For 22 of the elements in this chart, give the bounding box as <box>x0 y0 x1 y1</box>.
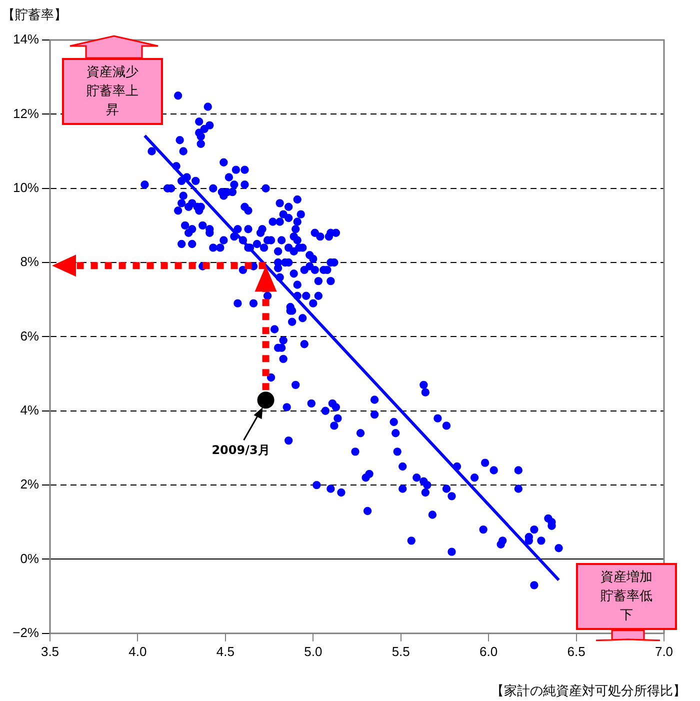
callout-box: 資産増加貯蓄率低下 <box>576 563 678 630</box>
annotation: 2009/3月 <box>212 442 270 460</box>
x-tick-label: 4.5 <box>216 644 234 659</box>
x-tick-label: 5.0 <box>304 644 322 659</box>
y-tick-label: 10% <box>12 180 40 195</box>
y-tick-label: 4% <box>20 402 40 418</box>
callout-box: 資産減少貯蓄率上昇 <box>62 58 164 125</box>
x-axis-title: 【家計の純資産対可処分所得比】 <box>491 683 686 700</box>
y-tick-label: 14% <box>12 32 40 47</box>
x-tick-label: 6.0 <box>480 644 498 659</box>
x-tick-label: 5.5 <box>392 644 410 659</box>
y-tick-label: 6% <box>20 328 40 344</box>
y-tick-label: −2% <box>12 624 40 640</box>
x-tick-label: 7.0 <box>654 644 674 659</box>
y-tick-label: 0% <box>20 550 40 566</box>
y-tick-label: 2% <box>20 476 40 492</box>
x-tick-label: 6.5 <box>567 644 586 659</box>
y-tick-label: 12% <box>12 106 40 121</box>
x-tick-label: 3.5 <box>40 644 60 659</box>
y-axis-title: 【貯蓄率】 <box>2 7 67 24</box>
y-tick-label: 8% <box>20 254 40 270</box>
x-tick-label: 4.0 <box>128 644 147 659</box>
